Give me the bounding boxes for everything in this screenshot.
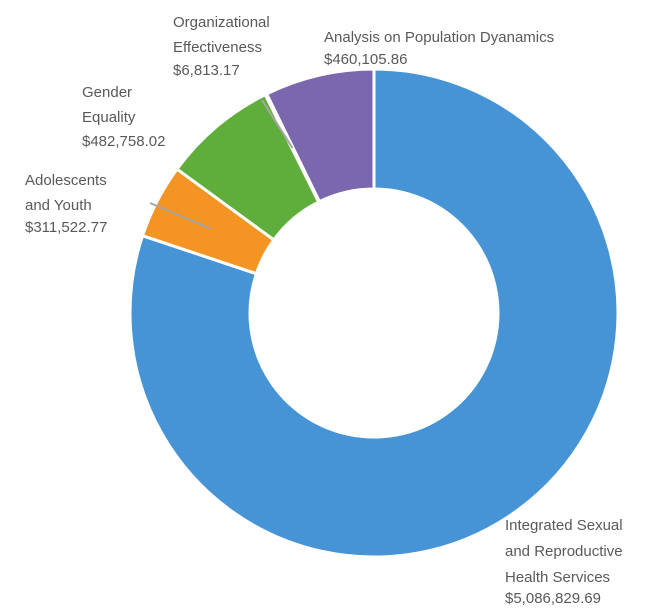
slice-value-label: $6,813.17 [173,62,240,79]
slice-label-line: Organizational [173,14,270,31]
donut-slice-4 [264,67,376,204]
slice-label-line: Analysis on Population Dyanamics [324,29,554,46]
leader-lines [149,99,294,230]
slice-value-label: $311,522.77 [25,219,107,236]
slice-label-organizational-effectiveness: Organizational Effectiveness $6,813.17 [173,14,274,79]
slice-label-line: and Reproductive [505,543,623,560]
slice-label-line: Integrated Sexual [505,517,623,534]
slice-label-population-dynamics: Analysis on Population Dyanamics $460,10… [324,29,558,68]
slice-label-line: Effectiveness [173,39,262,56]
slice-value-label: $460,105.86 [324,51,407,68]
donut-slice-0 [128,67,620,559]
slice-label-adolescents-youth: Adolescents and Youth $311,522.77 [25,172,111,236]
slice-label-line: Equality [82,109,136,126]
leader-line-1 [149,202,211,230]
slice-label-line: Health Services [505,569,610,586]
slice-label-line: Adolescents [25,172,107,189]
slice-label-line: and Youth [25,197,92,214]
slice-value-label: $5,086,829.69 [505,590,601,607]
slice-value-label: $482,758.02 [82,133,165,150]
slice-label-gender-equality: Gender Equality $482,758.02 [82,84,165,150]
leader-line-3 [261,99,294,149]
slice-label-line: Gender [82,84,132,101]
donut-slices [128,67,620,559]
slice-label-integrated-srh: Integrated Sexual and Reproductive Healt… [505,517,627,607]
